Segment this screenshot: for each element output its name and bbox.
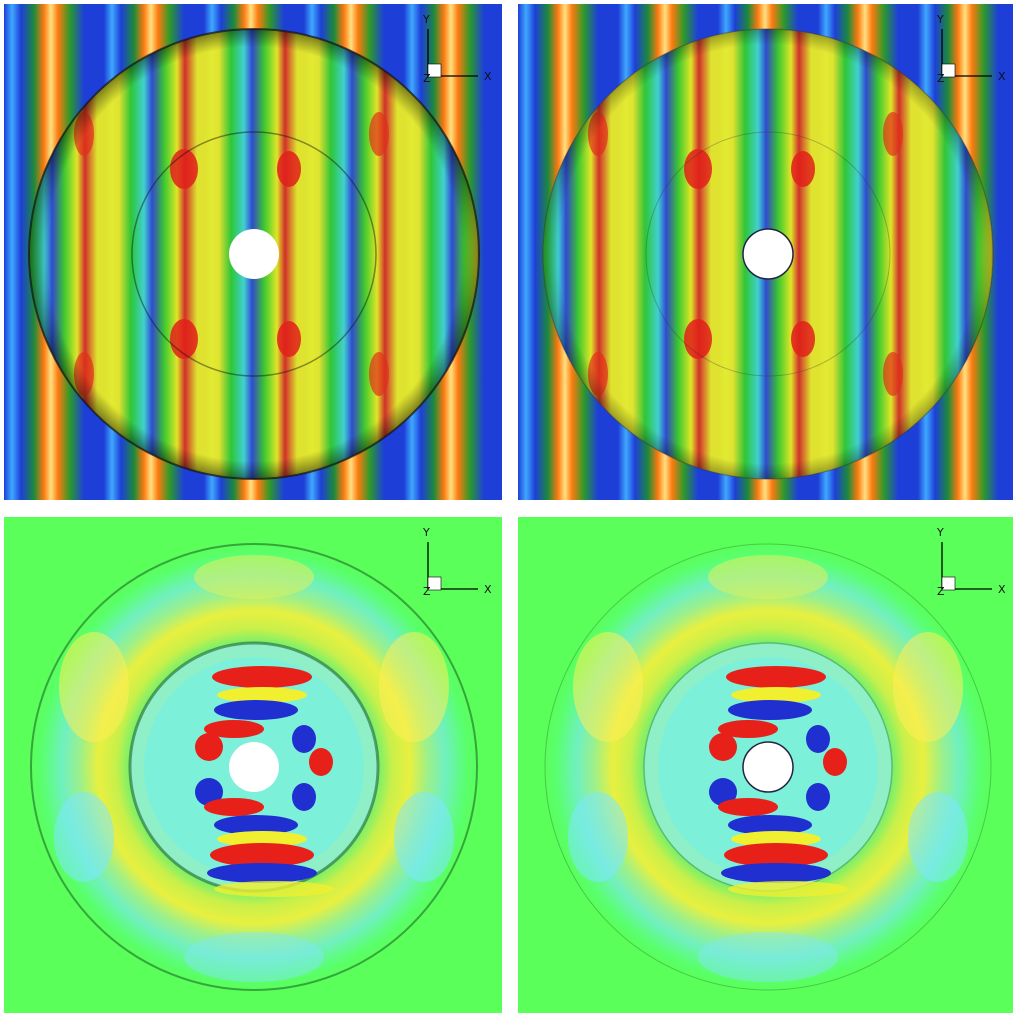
axis-triad: Y X Z xyxy=(936,13,1006,85)
outer-ring xyxy=(544,543,992,991)
axis-x-label: X xyxy=(998,583,1006,596)
outer-ring xyxy=(542,28,994,480)
outer-ring xyxy=(28,28,480,480)
total-field-panel-right: Y X Z xyxy=(518,4,1013,500)
axis-y-label: Y xyxy=(422,13,430,26)
cylinder-obstacle xyxy=(742,741,794,793)
near-field-pattern xyxy=(709,666,848,897)
scattered-field-plot: Y X Z xyxy=(518,517,1013,1013)
axis-x-label: X xyxy=(484,583,492,596)
axis-y-label: Y xyxy=(936,526,944,539)
axis-z-label: Z xyxy=(937,72,945,85)
scattered-field-panel-right: Y X Z xyxy=(518,517,1013,1013)
axis-z-label: Z xyxy=(937,585,945,598)
axis-y-label: Y xyxy=(422,526,430,539)
axis-x-label: X xyxy=(484,70,492,83)
axis-x-label: X xyxy=(998,70,1006,83)
near-field-pattern xyxy=(195,666,334,897)
inner-ring xyxy=(131,131,377,377)
cylinder-obstacle xyxy=(229,229,279,279)
axis-z-label: Z xyxy=(423,72,431,85)
scattered-field-panel-left: Y X Z xyxy=(4,517,502,1013)
axis-triad: Y X Z xyxy=(936,526,1006,598)
axis-y-label: Y xyxy=(936,13,944,26)
cylinder-obstacle xyxy=(742,228,794,280)
total-field-panel-left: Y X Z xyxy=(4,4,502,500)
total-field-plot: Y X Z xyxy=(4,4,502,500)
axis-triad: Y X Z xyxy=(422,13,492,85)
cylinder-obstacle xyxy=(229,742,279,792)
inner-ring xyxy=(645,131,891,377)
axis-triad: Y X Z xyxy=(422,526,492,598)
axis-z-label: Z xyxy=(423,585,431,598)
total-field-plot: Y X Z xyxy=(518,4,1013,500)
scattered-field-plot: Y X Z xyxy=(4,517,502,1013)
outer-ring xyxy=(30,543,478,991)
